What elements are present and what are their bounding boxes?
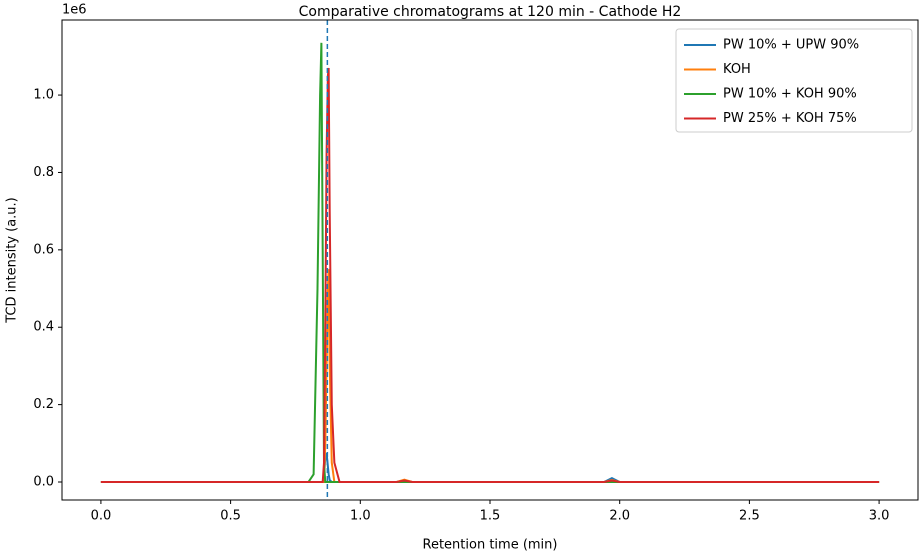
x-tick-label: 2.5 [739,509,760,524]
chart-title: Comparative chromatograms at 120 min - C… [299,4,682,20]
plot-frame [61,19,919,501]
x-tick-label: 3.0 [869,509,890,524]
y-axis-label: TCD intensity (a.u.) [5,197,20,324]
y-offset-label: 1e6 [62,3,87,18]
legend-label: KOH [723,62,751,77]
y-tick-label: 0.6 [33,242,54,257]
y-tick-label: 0.4 [33,320,54,335]
x-tick-label: 1.0 [350,509,371,524]
y-tick-label: 0.8 [33,165,54,180]
y-tick-label: 0.0 [33,475,54,490]
series-line [100,269,880,484]
x-tick-label: 0.0 [91,509,112,524]
x-tick-label: 0.5 [220,509,241,524]
legend-label: PW 10% + KOH 90% [723,87,857,102]
legend-label: PW 10% + UPW 90% [723,38,859,53]
y-tick-label: 0.2 [33,397,54,412]
x-tick-label: 1.5 [480,509,501,524]
legend-label: PW 25% + KOH 75% [723,111,857,126]
series-line [100,67,880,484]
x-tick-label: 2.0 [609,509,630,524]
legend-box [675,28,913,133]
x-axis-label: Retention time (min) [423,538,558,553]
series-line [100,452,880,484]
y-tick-label: 1.0 [33,88,54,103]
